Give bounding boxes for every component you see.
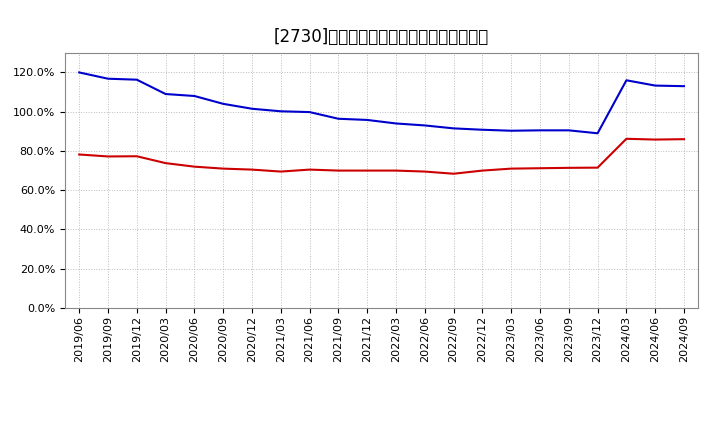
固定比率 — [593, 131, 602, 136]
固定長期適合率 — [276, 169, 285, 174]
固定比率 — [334, 116, 343, 121]
固定長期適合率 — [564, 165, 573, 170]
固定長期適合率 — [593, 165, 602, 170]
固定比率 — [132, 77, 141, 82]
固定比率 — [219, 101, 228, 106]
固定長期適合率 — [219, 166, 228, 171]
固定長期適合率 — [536, 165, 544, 171]
固定比率 — [75, 70, 84, 75]
固定比率 — [276, 109, 285, 114]
固定長期適合率 — [449, 171, 458, 176]
Legend: 固定比率, 固定長期適合率: 固定比率, 固定長期適合率 — [270, 434, 493, 440]
固定比率 — [248, 106, 256, 111]
固定長期適合率 — [104, 154, 112, 159]
固定長期適合率 — [680, 136, 688, 142]
固定比率 — [104, 76, 112, 81]
固定長期適合率 — [75, 152, 84, 157]
固定比率 — [305, 110, 314, 115]
固定長期適合率 — [132, 154, 141, 159]
固定比率 — [651, 83, 660, 88]
固定比率 — [392, 121, 400, 126]
固定長期適合率 — [334, 168, 343, 173]
固定比率 — [622, 77, 631, 83]
固定長期適合率 — [392, 168, 400, 173]
固定長期適合率 — [248, 167, 256, 172]
固定長期適合率 — [622, 136, 631, 141]
固定長期適合率 — [190, 164, 199, 169]
固定長期適合率 — [420, 169, 429, 174]
固定長期適合率 — [478, 168, 487, 173]
固定比率 — [536, 128, 544, 133]
Title: [2730]　固定比率、固定長期適合率の推移: [2730] 固定比率、固定長期適合率の推移 — [274, 28, 489, 46]
Line: 固定長期適合率: 固定長期適合率 — [79, 139, 684, 174]
固定比率 — [564, 128, 573, 133]
固定比率 — [420, 123, 429, 128]
固定長期適合率 — [651, 137, 660, 142]
固定長期適合率 — [507, 166, 516, 171]
固定比率 — [363, 117, 372, 123]
固定比率 — [507, 128, 516, 133]
固定長期適合率 — [363, 168, 372, 173]
固定長期適合率 — [161, 161, 170, 166]
固定比率 — [161, 92, 170, 97]
固定比率 — [478, 127, 487, 132]
固定比率 — [449, 126, 458, 131]
固定比率 — [190, 93, 199, 99]
Line: 固定比率: 固定比率 — [79, 73, 684, 133]
固定比率 — [680, 84, 688, 89]
固定長期適合率 — [305, 167, 314, 172]
